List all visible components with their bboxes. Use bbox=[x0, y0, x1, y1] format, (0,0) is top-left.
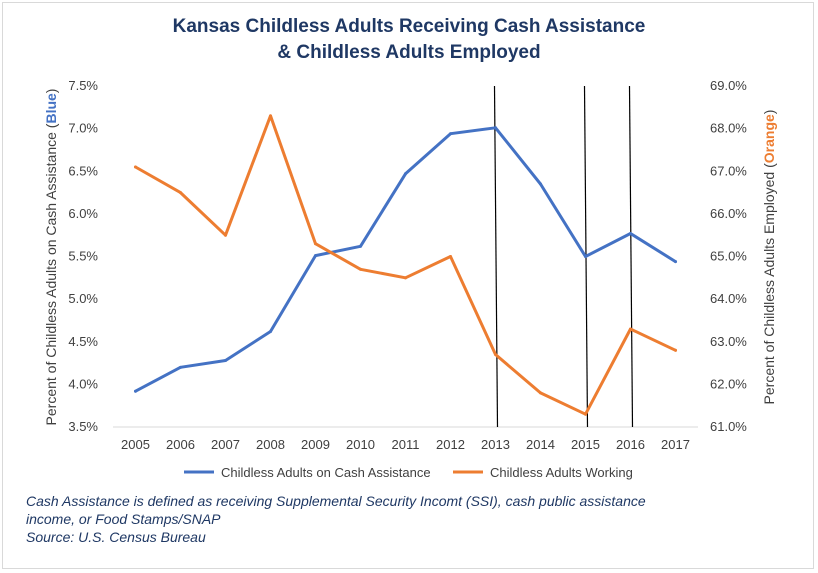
data-point bbox=[224, 233, 227, 237]
x-tick-label: 2013 bbox=[481, 437, 510, 452]
y-right-tick-label: 66.0% bbox=[710, 206, 747, 221]
y-left-tick-label: 7.5% bbox=[68, 78, 98, 93]
data-point bbox=[674, 348, 677, 352]
vertical-markers bbox=[493, 85, 634, 428]
data-point bbox=[404, 172, 407, 176]
legend-label-orange: Childless Adults Working bbox=[490, 465, 633, 480]
series-line-cash-assistance bbox=[134, 126, 677, 393]
data-point bbox=[584, 255, 587, 258]
y-right-tick-label: 63.0% bbox=[710, 334, 747, 349]
data-point bbox=[584, 412, 587, 416]
data-point bbox=[629, 231, 632, 235]
y-right-tick-label: 64.0% bbox=[710, 291, 747, 306]
title-line-2: & Childless Adults Employed bbox=[277, 42, 541, 63]
data-point bbox=[134, 165, 137, 169]
x-tick-label: 2005 bbox=[121, 437, 150, 452]
data-point bbox=[539, 182, 542, 186]
data-point bbox=[314, 254, 317, 258]
y-left-ticks: 3.5% 4.0% 4.5% 5.0% 5.5% 6.0% 6.5% 7.0% 7.5% bbox=[68, 78, 98, 434]
x-tick-label: 2007 bbox=[211, 437, 240, 452]
y-right-ticks: 61.0% 62.0% 63.0% 64.0% 65.0% 66.0% 67.0% 68.0%… bbox=[710, 78, 747, 434]
x-tick-label: 2016 bbox=[616, 437, 645, 452]
marker-line-2013 bbox=[493, 85, 499, 428]
data-point bbox=[539, 391, 542, 395]
legend-label-blue: Childless Adults on Cash Assistance bbox=[221, 465, 431, 480]
y-left-tick-label: 3.5% bbox=[68, 419, 98, 434]
y-left-tick-label: 5.5% bbox=[68, 249, 98, 264]
y-left-tick-label: 6.0% bbox=[68, 206, 98, 221]
x-tick-label: 2006 bbox=[166, 437, 195, 452]
chart-title: Kansas Childless Adults Receiving Cash A… bbox=[0, 14, 818, 66]
y-right-tick-label: 62.0% bbox=[710, 376, 747, 391]
data-point bbox=[359, 267, 362, 271]
data-point bbox=[179, 365, 182, 369]
y-right-tick-label: 65.0% bbox=[710, 249, 747, 264]
data-point bbox=[314, 242, 317, 246]
y-right-tick-label: 67.0% bbox=[710, 163, 747, 178]
marker-line-2016 bbox=[628, 85, 634, 428]
footnote-line-1: Cash Assistance is defined as receiving … bbox=[26, 493, 646, 509]
series-lines bbox=[134, 114, 677, 416]
y-left-axis-title: Percent of Childless Adults on Cash Assi… bbox=[43, 89, 59, 426]
data-point bbox=[134, 389, 137, 393]
y-left-tick-label: 4.5% bbox=[68, 334, 98, 349]
x-tick-label: 2008 bbox=[256, 437, 285, 452]
x-ticks: 2005 2006 2007 2008 2009 2010 2011 2012 2013 2014… bbox=[121, 437, 690, 452]
y-left-color-word: Blue bbox=[43, 93, 59, 124]
data-point bbox=[494, 353, 497, 357]
y-right-tick-label: 69.0% bbox=[710, 78, 747, 93]
x-tick-label: 2015 bbox=[571, 437, 600, 452]
footnote-line-2: income, or Food Stamps/SNAP bbox=[26, 511, 221, 527]
data-point bbox=[404, 276, 407, 280]
y-left-tick-label: 5.0% bbox=[68, 291, 98, 306]
x-tick-label: 2009 bbox=[301, 437, 330, 452]
x-tick-label: 2012 bbox=[436, 437, 465, 452]
legend: Childless Adults on Cash Assistance Chil… bbox=[184, 465, 633, 480]
data-point bbox=[449, 255, 452, 258]
title-line-1: Kansas Childless Adults Receiving Cash A… bbox=[172, 16, 646, 37]
y-right-color-word: Orange bbox=[761, 114, 777, 163]
data-point bbox=[494, 126, 497, 130]
series-line-working bbox=[134, 114, 677, 416]
data-point bbox=[269, 330, 272, 334]
y-left-tick-label: 7.0% bbox=[68, 121, 98, 136]
data-point bbox=[449, 132, 452, 136]
footnote: Cash Assistance is defined as receiving … bbox=[26, 492, 796, 546]
y-left-tick-label: 6.5% bbox=[68, 163, 98, 178]
data-point bbox=[179, 191, 182, 195]
y-right-tick-label: 61.0% bbox=[710, 419, 747, 434]
y-left-tick-label: 4.0% bbox=[68, 376, 98, 391]
y-right-tick-label: 68.0% bbox=[710, 121, 747, 136]
data-point bbox=[269, 114, 272, 118]
data-point bbox=[359, 244, 362, 248]
y-right-axis-title: Percent of Childless Adults Employed (Or… bbox=[761, 110, 777, 405]
data-point bbox=[674, 260, 677, 264]
data-point bbox=[224, 359, 227, 363]
x-tick-label: 2017 bbox=[661, 437, 690, 452]
x-tick-label: 2014 bbox=[526, 437, 555, 452]
data-point bbox=[629, 327, 632, 331]
x-tick-label: 2011 bbox=[392, 437, 420, 452]
x-tick-label: 2010 bbox=[346, 437, 375, 452]
footnote-source: Source: U.S. Census Bureau bbox=[26, 529, 206, 545]
